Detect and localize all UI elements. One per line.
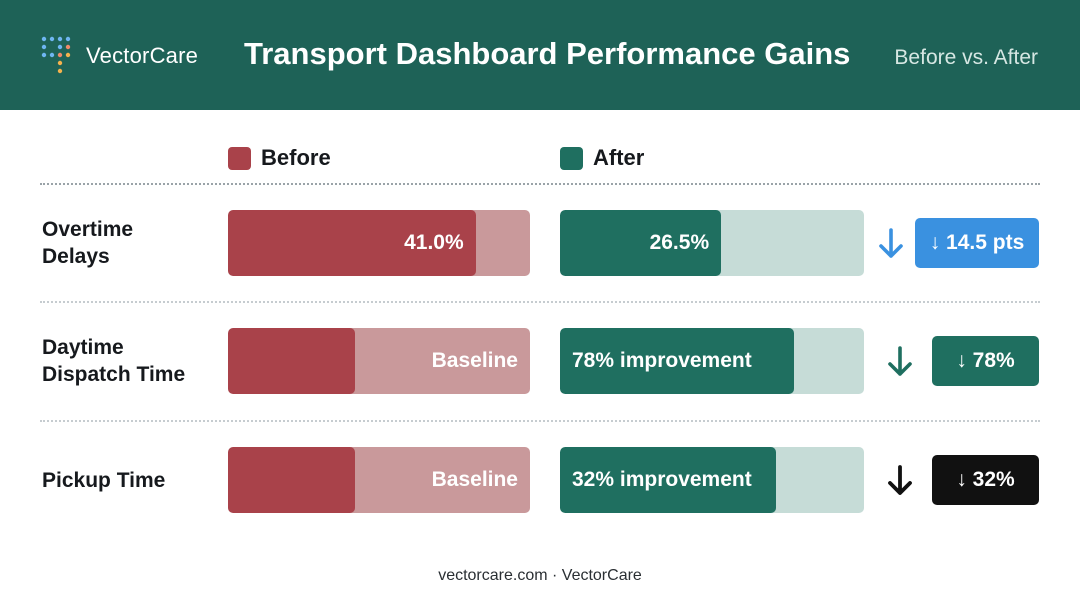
- arrow-down-icon: [879, 228, 903, 258]
- arrow-down-icon: [888, 346, 912, 376]
- divider-top: [40, 183, 1040, 185]
- after-track-overtime-delays: 26.5%: [560, 210, 864, 276]
- legend-before: Before: [228, 145, 331, 171]
- before-value-overtime-delays: 41.0%: [404, 231, 464, 254]
- after-value-overtime-delays: 26.5%: [649, 231, 710, 254]
- row-label-line: Daytime: [42, 336, 124, 359]
- before-bar-overtime-delays: [228, 210, 476, 276]
- before-value-daytime-dispatch-time: Baseline: [431, 349, 518, 372]
- before-track-pickup-time: Baseline: [228, 447, 530, 513]
- change-badge-daytime-dispatch-time: ↓ 78%: [932, 336, 1039, 386]
- divider-row-2: [40, 420, 1040, 422]
- before-track-daytime-dispatch-time: Baseline: [228, 328, 530, 394]
- header-banner: VectorCare Transport Dashboard Performan…: [0, 0, 1080, 110]
- row-label-line: Dispatch Time: [42, 363, 186, 386]
- before-value-pickup-time: Baseline: [431, 468, 518, 491]
- row-label-daytime-dispatch-time: Daytime Dispatch Time: [42, 334, 222, 388]
- legend-swatch-before: [228, 146, 251, 170]
- after-track-pickup-time: 32% improvement: [560, 447, 864, 513]
- legend-label-after: After: [593, 145, 645, 170]
- row-label-pickup-time: Pickup Time: [42, 467, 222, 494]
- change-badge-overtime-delays: ↓ 14.5 pts: [915, 218, 1039, 268]
- footer-text: vectorcare.com · VectorCare: [438, 567, 642, 584]
- before-track-overtime-delays: 41.0%: [228, 210, 530, 276]
- after-bar-daytime-dispatch-time: [560, 328, 795, 394]
- legend-label-before: Before: [261, 145, 331, 170]
- divider-row-1: [40, 301, 1040, 303]
- row-label-overtime-delays: Overtime Delays: [42, 216, 222, 270]
- page-subtitle: Before vs. After: [894, 46, 1038, 69]
- before-bar-daytime-dispatch-time: [228, 328, 355, 394]
- dot-grid-logo-icon: [41, 36, 71, 74]
- change-badge-pickup-time: ↓ 32%: [932, 455, 1039, 505]
- brand-name: VectorCare: [86, 43, 199, 68]
- legend-after: After: [560, 145, 644, 171]
- after-bar-overtime-delays: [560, 210, 722, 276]
- legend-swatch-after: [560, 146, 583, 170]
- page-title: Transport Dashboard Performance Gains: [244, 36, 851, 71]
- arrow-down-icon: [888, 465, 912, 495]
- after-value-pickup-time: 32% improvement: [572, 468, 752, 491]
- after-bar-pickup-time: [560, 447, 776, 513]
- row-label-line: Pickup Time: [42, 469, 166, 492]
- row-label-line: Delays: [42, 245, 110, 268]
- row-label-line: Overtime: [42, 218, 134, 241]
- before-bar-pickup-time: [228, 447, 355, 513]
- after-track-daytime-dispatch-time: 78% improvement: [560, 328, 864, 394]
- after-value-daytime-dispatch-time: 78% improvement: [572, 349, 752, 372]
